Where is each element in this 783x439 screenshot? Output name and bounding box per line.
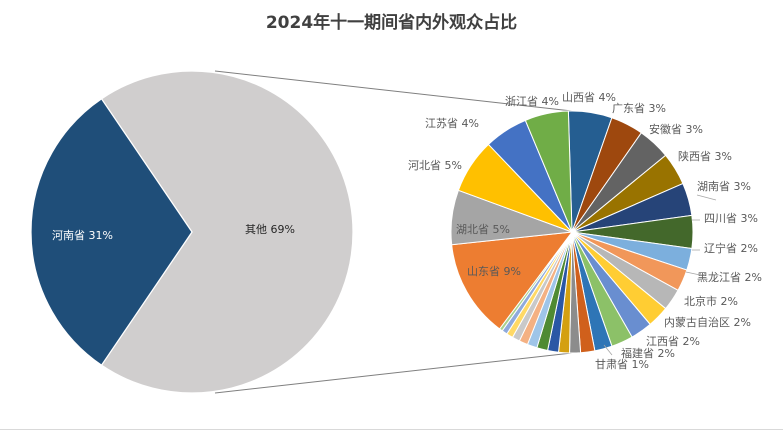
label-others: 其他 69% bbox=[245, 223, 295, 236]
label-henan: 河南省 31% bbox=[52, 229, 113, 242]
label-陕西省: 陕西省 3% bbox=[678, 149, 732, 163]
pie-slice-浙江省 bbox=[524, 110, 573, 233]
label-湖南省: 湖南省 3% bbox=[697, 180, 751, 193]
label-福建省: 福建省 2% bbox=[621, 346, 675, 360]
connector-lines bbox=[214, 70, 573, 394]
chart-title: 2024年十一期间省内外观众占比 bbox=[265, 13, 518, 33]
label-内蒙古自治区: 内蒙古自治区 2% bbox=[664, 315, 751, 329]
label-安徽省: 安徽省 3% bbox=[649, 122, 703, 136]
label-江西省: 江西省 2% bbox=[646, 335, 700, 348]
label-广东省: 广东省 3% bbox=[612, 102, 666, 115]
label-四川省: 四川省 3% bbox=[704, 212, 758, 225]
pie-slice-山东省 bbox=[451, 231, 574, 330]
label-甘肃省: 甘肃省 1% bbox=[595, 358, 649, 371]
label-湖北省: 湖北省 5% bbox=[456, 223, 510, 236]
bottom-divider bbox=[0, 429, 783, 430]
label-山东省: 山东省 9% bbox=[467, 265, 521, 278]
pie-slice-henan bbox=[30, 98, 193, 366]
pie-slice-others bbox=[100, 70, 354, 394]
label-北京市: 北京市 2% bbox=[684, 294, 738, 308]
label-浙江省: 浙江省 4% bbox=[505, 95, 559, 108]
label-河北省: 河北省 5% bbox=[408, 159, 462, 172]
label-辽宁省: 辽宁省 2% bbox=[704, 241, 758, 255]
data-labels: 河南省 31% 其他 69% 山西省 4%广东省 3% 安徽省 3% 陕西省 3% 湖南省… bbox=[52, 91, 762, 371]
label-山西省: 山西省 4% bbox=[562, 91, 616, 104]
label-江苏省: 江苏省 4% bbox=[425, 117, 479, 130]
main-pie bbox=[30, 70, 354, 394]
label-黑龙江省: 黑龙江省 2% bbox=[697, 271, 762, 284]
secondary-pie bbox=[450, 110, 694, 354]
